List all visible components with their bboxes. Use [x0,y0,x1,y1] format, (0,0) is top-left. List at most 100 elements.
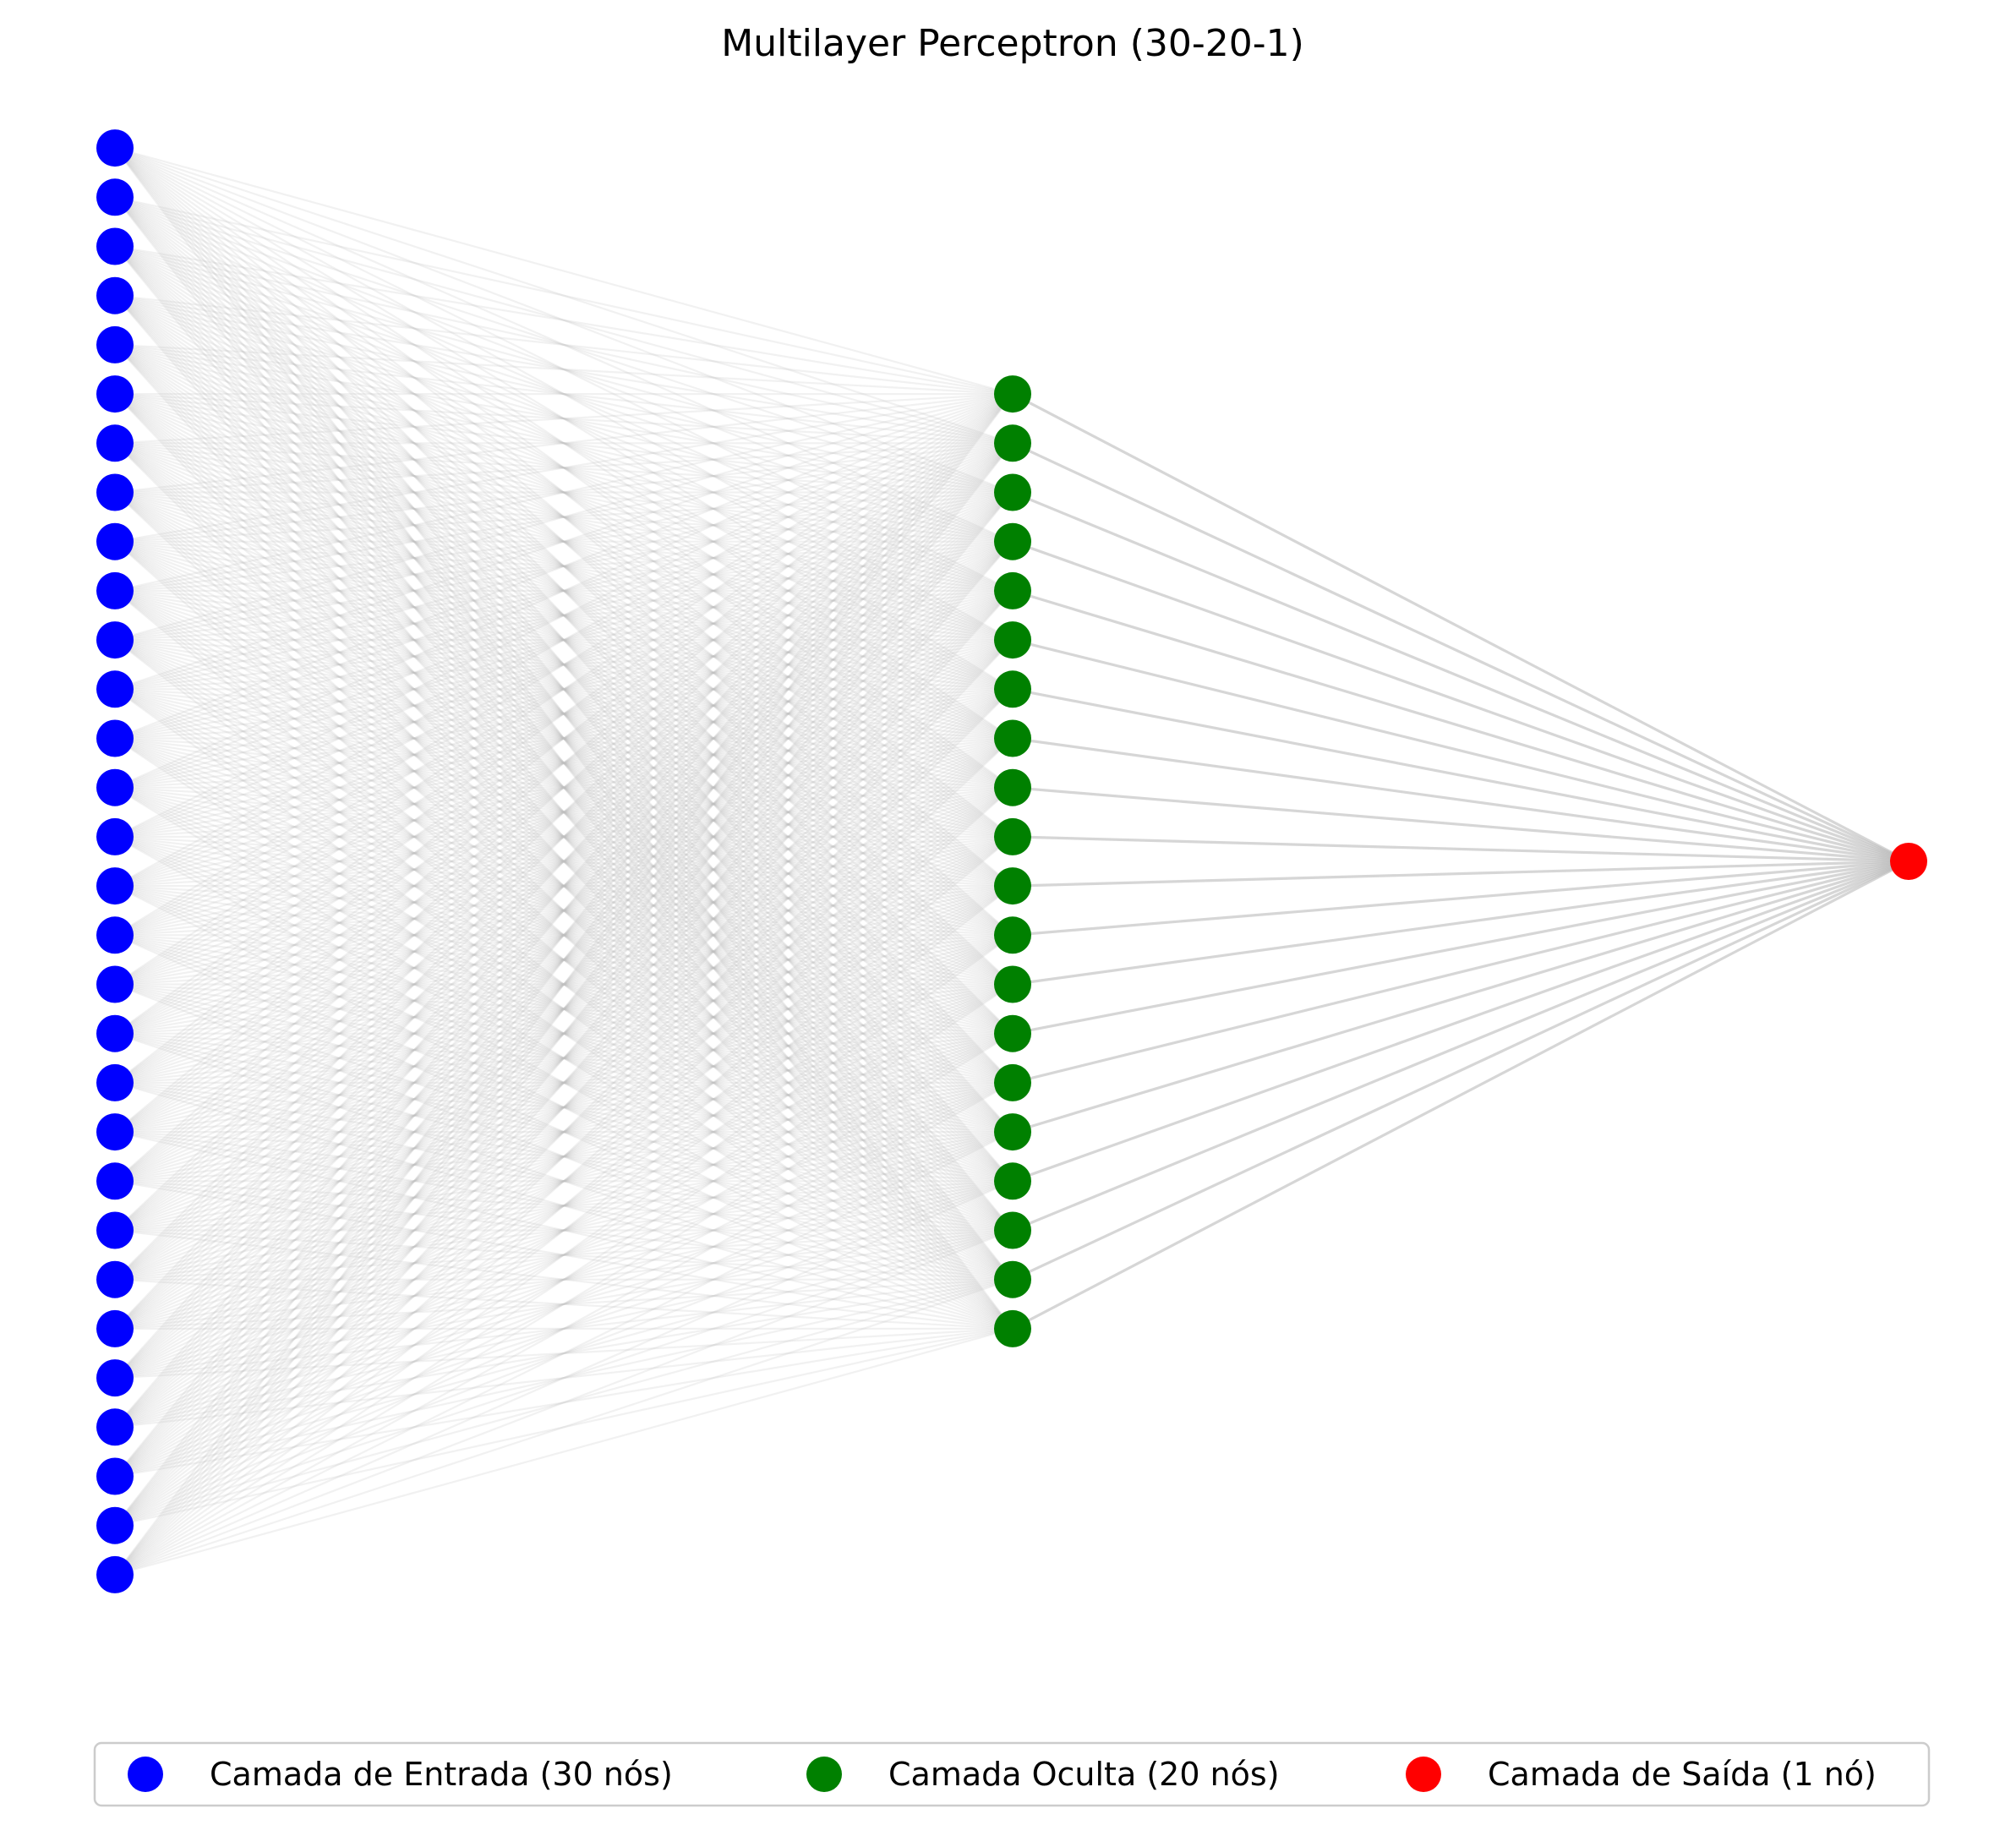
edge-input-10-hidden-10 [114,639,1013,888]
edge-hidden-11-output-0 [1012,860,1909,937]
edge-input-13-hidden-13 [114,786,1013,1035]
edge-input-14-hidden-18 [114,835,1013,1281]
edge-input-6-hidden-6 [114,442,1013,691]
edge-input-25-hidden-11 [114,934,1013,1380]
edge-input-23-hidden-0 [114,393,1013,1281]
hidden-node-14 [994,1014,1031,1052]
edge-input-14-hidden-0 [114,393,1013,838]
edge-input-29-hidden-14 [114,1081,1013,1576]
edge-input-7-hidden-10 [114,491,1013,888]
edge-input-17-hidden-5 [114,639,1013,986]
edge-input-26-hidden-15 [114,1131,1013,1429]
edge-hidden-4-output-0 [1012,589,1909,863]
edge-input-3-hidden-17 [114,294,1013,1232]
edge-input-16-hidden-12 [114,934,1013,986]
edge-input-8-hidden-13 [114,540,1013,1035]
edge-input-27-hidden-9 [114,836,1013,1478]
edge-input-19-hidden-17 [114,1081,1013,1232]
edge-input-15-hidden-0 [114,393,1013,888]
edge-input-29-hidden-4 [114,590,1013,1576]
edge-input-18-hidden-7 [114,737,1013,1035]
edge-input-5-hidden-5 [114,393,1013,642]
edge-input-9-hidden-9 [114,589,1013,838]
edge-input-24-hidden-6 [114,688,1013,1330]
input-node-27 [96,1408,134,1446]
edge-input-9-hidden-8 [114,589,1013,789]
edge-input-7-hidden-11 [114,491,1013,937]
hidden-node-3 [994,473,1031,511]
edge-input-3-hidden-16 [114,294,1013,1183]
edge-input-9-hidden-7 [114,589,1013,740]
edge-input-14-hidden-11 [114,835,1013,937]
edge-hidden-15-output-0 [1012,860,1909,1134]
hidden-node-1 [994,375,1031,413]
edge-input-6-hidden-4 [114,442,1013,592]
edge-input-19-hidden-5 [114,639,1013,1084]
edge-hidden-8-output-0 [1012,786,1909,863]
edge-input-20-hidden-19 [114,1131,1013,1330]
edge-input-24-hidden-16 [114,1180,1013,1330]
edge-input-1-hidden-14 [114,196,1013,1084]
edge-input-17-hidden-4 [114,589,1013,986]
edge-input-9-hidden-15 [114,589,1013,1134]
input-node-13 [96,719,134,757]
edge-input-8-hidden-18 [114,540,1013,1281]
edge-input-19-hidden-3 [114,540,1013,1084]
edge-input-24-hidden-3 [114,540,1013,1330]
edge-input-14-hidden-6 [114,688,1013,838]
edge-input-8-hidden-4 [114,540,1013,592]
input-node-23 [96,1211,134,1249]
edge-input-15-hidden-2 [114,491,1013,888]
edge-input-10-hidden-0 [114,393,1013,642]
edge-input-6-hidden-7 [114,442,1013,740]
edge-input-19-hidden-19 [114,1081,1013,1330]
input-node-30 [96,1555,134,1593]
edge-input-24-hidden-0 [114,393,1013,1330]
edge-input-22-hidden-7 [114,737,1013,1232]
edge-input-2-hidden-9 [114,245,1013,838]
edge-input-17-hidden-7 [114,737,1013,986]
input-node-14 [96,768,134,806]
edge-input-17-hidden-0 [114,393,1013,986]
edge-input-6-hidden-19 [114,442,1013,1330]
edge-input-17-hidden-17 [114,983,1013,1232]
edge-input-23-hidden-10 [114,885,1013,1281]
edge-input-25-hidden-1 [114,442,1013,1379]
edge-input-28-hidden-17 [114,1229,1013,1527]
edge-input-26-hidden-19 [114,1327,1013,1429]
edge-input-16-hidden-5 [114,639,1013,937]
edge-input-23-hidden-17 [114,1229,1013,1281]
edge-input-23-hidden-4 [114,590,1013,1281]
edge-input-15-hidden-14 [114,885,1013,1084]
edge-input-12-hidden-18 [114,737,1013,1281]
edge-input-22-hidden-4 [114,590,1013,1232]
edge-input-15-hidden-12 [114,885,1013,986]
edge-input-16-hidden-19 [114,934,1013,1330]
edge-input-5-hidden-15 [114,393,1013,1133]
edge-input-16-hidden-15 [114,934,1013,1134]
edge-input-9-hidden-16 [114,589,1013,1183]
edge-input-15-hidden-11 [114,885,1013,937]
edge-input-26-hidden-12 [114,983,1013,1429]
edge-input-5-hidden-12 [114,393,1013,986]
edge-input-24-hidden-1 [114,442,1013,1330]
input-node-2 [96,178,134,216]
edge-input-24-hidden-7 [114,737,1013,1330]
edge-input-23-hidden-8 [114,786,1013,1281]
edge-input-1-hidden-0 [114,196,1013,396]
edge-input-4-hidden-12 [114,344,1013,986]
edge-input-18-hidden-6 [114,688,1013,1035]
output-layer-nodes [1890,843,1927,880]
input-node-7 [96,424,134,462]
edge-input-9-hidden-12 [114,589,1013,986]
edge-input-26-hidden-13 [114,1032,1013,1429]
edge-input-18-hidden-16 [114,1032,1013,1183]
edge-input-14-hidden-19 [114,835,1013,1330]
edge-input-3-hidden-5 [114,294,1013,642]
edge-input-23-hidden-15 [114,1131,1013,1281]
edge-input-11-hidden-15 [114,688,1013,1134]
edge-input-0-hidden-10 [114,147,1013,887]
edge-input-0-hidden-14 [114,147,1013,1084]
edge-hidden-3-output-0 [1012,540,1909,863]
edge-input-11-hidden-18 [114,688,1013,1281]
